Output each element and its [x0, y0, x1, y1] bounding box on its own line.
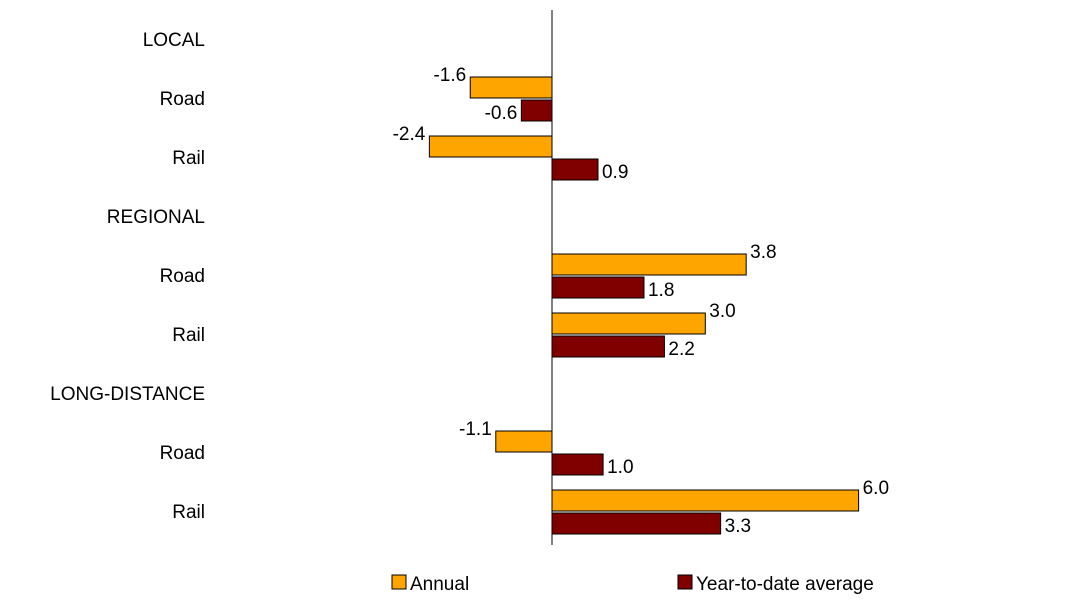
ytd-bar [551, 512, 722, 535]
data-labels: -1.6 -0.6 -2.4 0.9 3.8 1.8 3.0 2.2 -1.1 1.0 6.0 3.3 [393, 65, 889, 537]
ytd-value-label: 1.0 [607, 457, 633, 478]
category-label: Rail [172, 325, 205, 346]
annual-value-label: 3.8 [750, 242, 776, 263]
ytd-value-label: 3.3 [725, 516, 751, 537]
legend: Annual Year-to-date average [391, 574, 874, 595]
ytd-value-label: 2.2 [668, 339, 694, 360]
ytd-bar [551, 276, 645, 299]
annual-bar [551, 312, 706, 335]
group-label: LOCAL [143, 30, 205, 51]
legend-swatch-annual [391, 574, 407, 590]
category-label: Road [160, 443, 205, 464]
ytd-value-label: 0.9 [602, 162, 628, 183]
ytd-bar [520, 99, 553, 122]
annual-bar [469, 76, 553, 99]
annual-value-label: 3.0 [709, 301, 735, 322]
category-label: Rail [172, 148, 205, 169]
annual-bar [551, 253, 747, 276]
ytd-bar [551, 158, 599, 181]
ytd-bar [551, 335, 665, 358]
bars [428, 76, 860, 535]
annual-bar [495, 430, 553, 453]
annual-value-label: -1.1 [459, 419, 492, 440]
category-labels: LOCAL Road Rail REGIONAL Road Rail LONG-DISTAN… [50, 30, 205, 523]
ytd-value-label: 1.8 [648, 280, 674, 301]
legend-swatch-ytd [677, 574, 693, 590]
annual-value-label: -1.6 [433, 65, 466, 86]
category-label: Rail [172, 502, 205, 523]
annual-value-label: -2.4 [393, 124, 426, 145]
ytd-value-label: -0.6 [485, 103, 518, 124]
category-label: Road [160, 89, 205, 110]
legend-label-annual: Annual [410, 574, 469, 595]
annual-value-label: 6.0 [863, 478, 889, 499]
legend-label-ytd: Year-to-date average [696, 574, 874, 595]
annual-bar [428, 135, 553, 158]
annual-bar [551, 489, 860, 512]
category-label: Road [160, 266, 205, 287]
group-label: LONG-DISTANCE [50, 384, 205, 405]
group-label: REGIONAL [107, 207, 205, 228]
ytd-bar [551, 453, 604, 476]
